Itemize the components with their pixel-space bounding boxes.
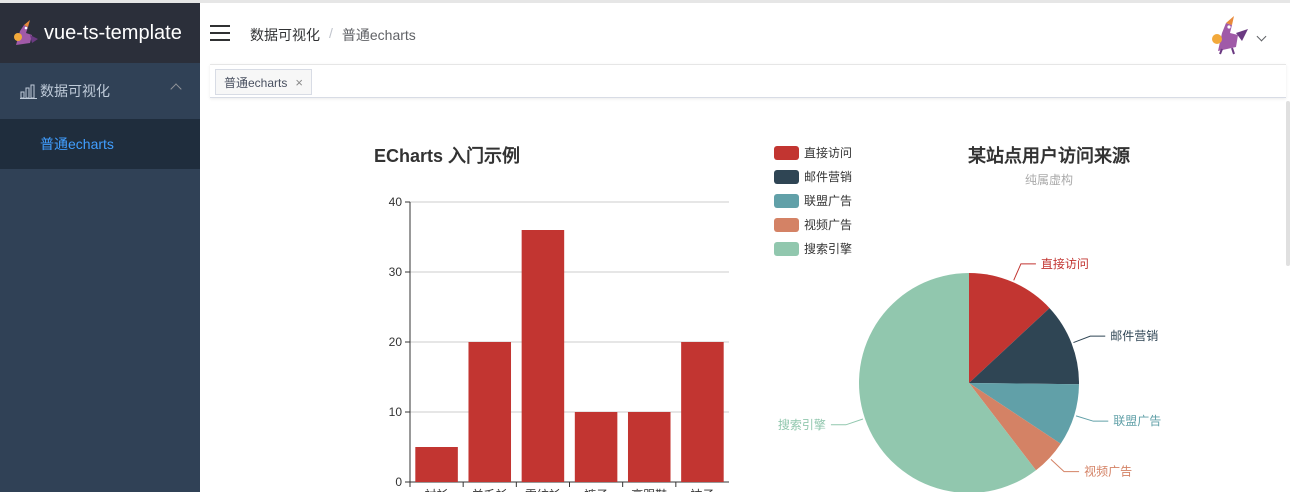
chart-content: ECharts 入门示例 0 10 20 30 40 衬衫 羊毛衫 雪纺衫 裤子 高跟鞋 袜子 某站点… <box>200 99 1290 492</box>
pie-slice-label: 邮件营销 <box>1110 329 1158 343</box>
legend-swatch[interactable] <box>774 242 799 256</box>
pie-slice[interactable] <box>969 383 1061 471</box>
pie-label-line <box>1075 415 1109 422</box>
legend-label[interactable]: 联盟广告 <box>804 194 852 208</box>
main-area: 数据可视化 / 普通echarts 普通echarts × ECharts 入门… <box>200 3 1290 492</box>
legend-label[interactable]: 邮件营销 <box>804 170 852 184</box>
pie-slice-label: 视频广告 <box>1084 464 1132 479</box>
bar[interactable] <box>574 412 618 482</box>
sidebar-item-label: 普通echarts <box>40 136 114 152</box>
pie-slice[interactable] <box>969 273 1050 383</box>
breadcrumb-item[interactable]: 数据可视化 <box>250 27 320 43</box>
tags-view: 普通echarts × <box>210 64 1286 98</box>
avatar[interactable] <box>1208 13 1250 55</box>
pie-slice[interactable] <box>969 308 1079 385</box>
sidebar-logo[interactable]: vue-ts-template <box>0 3 200 63</box>
x-tick-label: 袜子 <box>690 488 714 492</box>
bar[interactable] <box>521 230 565 482</box>
bar-chart-icon <box>20 84 37 99</box>
pie-slice[interactable] <box>859 273 1036 492</box>
pie-label-line <box>1073 335 1106 344</box>
y-tick-label: 0 <box>395 475 402 489</box>
legend-label[interactable]: 搜索引擎 <box>804 241 852 256</box>
y-tick-label: 40 <box>389 195 403 209</box>
top-border <box>0 0 1290 3</box>
pie-slice-label: 搜索引擎 <box>778 417 826 432</box>
bar[interactable] <box>415 447 458 482</box>
sidebar-group-label: 数据可视化 <box>40 83 110 99</box>
bar-chart: ECharts 入门示例 0 10 20 30 40 衬衫 羊毛衫 雪纺衫 裤子 高跟鞋 袜子 <box>374 145 729 492</box>
dragon-logo-icon <box>14 20 38 45</box>
y-tick-label: 10 <box>389 405 403 419</box>
bar[interactable] <box>468 342 512 482</box>
y-tick-label: 30 <box>389 265 403 279</box>
tag-label: 普通echarts <box>224 75 288 90</box>
pie-slice-label: 直接访问 <box>1041 256 1089 271</box>
legend-swatch[interactable] <box>774 170 799 184</box>
sidebar-item-echarts[interactable]: 普通echarts <box>0 119 200 169</box>
sidebar-group-data-visualization[interactable]: 数据可视化 <box>0 63 200 119</box>
breadcrumb-item-current: 普通echarts <box>341 27 416 43</box>
x-tick-label: 羊毛衫 <box>472 487 508 492</box>
app-title: vue-ts-template <box>44 21 182 44</box>
legend-label[interactable]: 视频广告 <box>804 217 852 232</box>
chevron-up-icon <box>170 83 182 95</box>
legend-swatch[interactable] <box>774 146 799 160</box>
hamburger-menu-icon[interactable] <box>210 25 230 41</box>
x-tick-label: 高跟鞋 <box>631 487 667 492</box>
pie-slice-label: 联盟广告 <box>1113 414 1161 428</box>
sidebar: vue-ts-template 数据可视化 普通echarts <box>0 3 200 492</box>
pie-slice[interactable] <box>969 383 1079 444</box>
tag-echarts[interactable]: 普通echarts × <box>215 69 312 95</box>
x-tick-label: 衬衫 <box>425 488 449 492</box>
pie-chart-subtitle: 纯属虚构 <box>1025 172 1073 187</box>
pie-label-line <box>1050 459 1080 473</box>
pie-label-line <box>830 418 864 426</box>
pie-chart-title: 某站点用户访问来源 <box>968 145 1130 166</box>
x-tick-label: 雪纺衫 <box>525 488 561 492</box>
chevron-down-icon[interactable] <box>1256 31 1267 42</box>
breadcrumb-separator: / <box>329 25 333 41</box>
legend-swatch[interactable] <box>774 218 799 232</box>
bar[interactable] <box>681 342 724 482</box>
legend-label[interactable]: 直接访问 <box>804 145 852 160</box>
y-tick-label: 20 <box>389 335 403 349</box>
pie-label-line <box>1013 263 1036 281</box>
pie-chart: 某站点用户访问来源纯属虚构直接访问邮件营销联盟广告视频广告搜索引擎直接访问邮件营… <box>774 145 1161 492</box>
close-icon[interactable]: × <box>295 74 303 90</box>
x-tick-label: 裤子 <box>584 488 608 492</box>
legend-swatch[interactable] <box>774 194 799 208</box>
scrollbar[interactable] <box>1286 101 1290 266</box>
bar-chart-title: ECharts 入门示例 <box>374 145 520 166</box>
breadcrumb: 数据可视化 / 普通echarts <box>250 25 416 45</box>
navbar: 数据可视化 / 普通echarts <box>200 3 1290 63</box>
bar[interactable] <box>627 412 671 482</box>
